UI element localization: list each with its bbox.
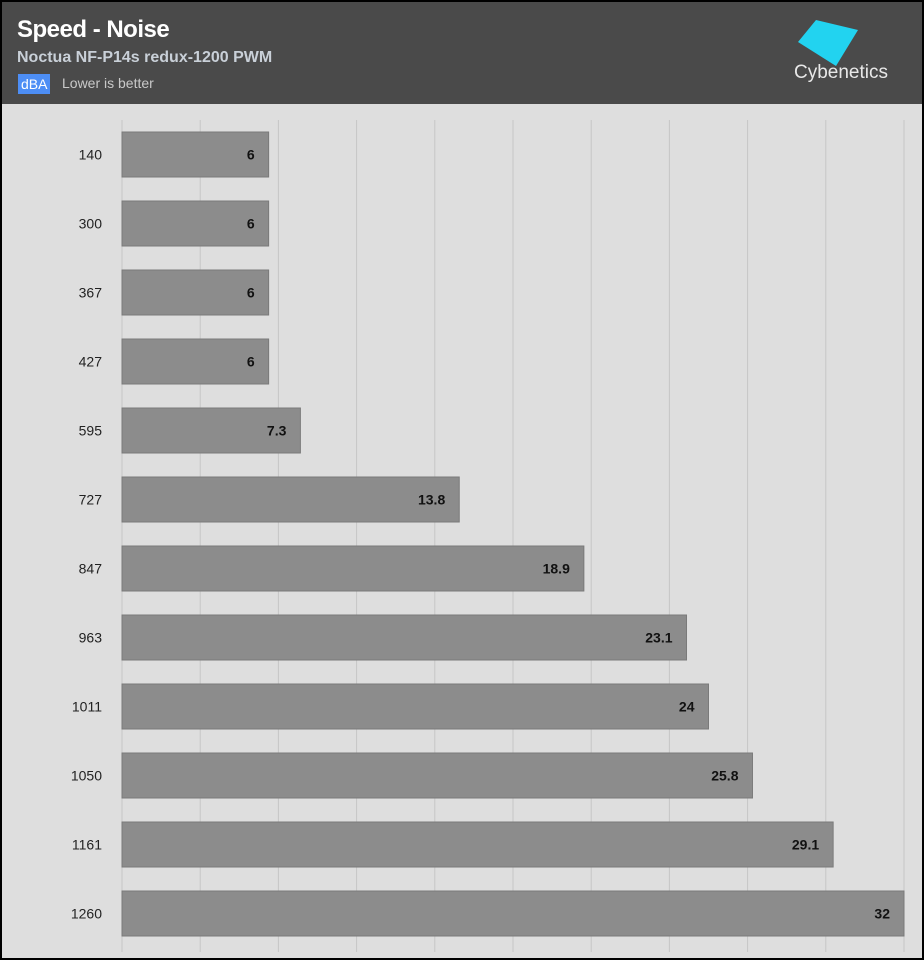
bar xyxy=(121,752,753,799)
logo-text: Cybenetics xyxy=(794,62,888,83)
category-label: 727 xyxy=(79,492,103,508)
value-label: 29.1 xyxy=(792,837,819,853)
value-label: 13.8 xyxy=(418,492,445,508)
bar xyxy=(121,821,834,868)
bar xyxy=(121,614,688,661)
chart-subtitle: Noctua NF-P14s redux-1200 PWM xyxy=(17,49,273,66)
value-label: 7.3 xyxy=(267,423,287,439)
value-label: 18.9 xyxy=(543,561,570,577)
category-label: 1011 xyxy=(72,699,102,715)
bar xyxy=(121,200,270,247)
bar xyxy=(121,269,270,316)
chart-title: Speed - Noise xyxy=(17,16,170,43)
bar xyxy=(121,683,709,730)
category-label: 300 xyxy=(79,216,103,232)
value-label: 6 xyxy=(247,147,255,163)
category-label: 427 xyxy=(79,354,103,370)
value-label: 23.1 xyxy=(645,630,672,646)
lower-is-better-note: Lower is better xyxy=(62,75,154,91)
unit-badge: dBA xyxy=(18,74,51,94)
bar xyxy=(121,338,270,385)
category-label: 1260 xyxy=(71,906,102,922)
category-label: 963 xyxy=(79,630,103,646)
category-label: 1161 xyxy=(72,837,102,853)
bar xyxy=(121,407,301,454)
category-label: 595 xyxy=(79,423,103,439)
category-label: 847 xyxy=(79,561,103,577)
value-label: 6 xyxy=(247,216,255,232)
value-label: 6 xyxy=(247,354,255,370)
value-label: 6 xyxy=(247,285,255,301)
bar xyxy=(121,890,905,937)
value-label: 32 xyxy=(874,906,890,922)
value-label: 24 xyxy=(679,699,695,715)
bar xyxy=(121,545,585,592)
cybenetics-logo-icon xyxy=(798,20,858,66)
chart-header: Speed - Noise Noctua NF-P14s redux-1200 … xyxy=(2,2,922,104)
value-label: 25.8 xyxy=(711,768,738,784)
category-label: 1050 xyxy=(71,768,102,784)
category-label: 140 xyxy=(79,147,103,163)
bar xyxy=(121,131,270,178)
category-label: 367 xyxy=(79,285,103,301)
bar xyxy=(121,476,460,523)
